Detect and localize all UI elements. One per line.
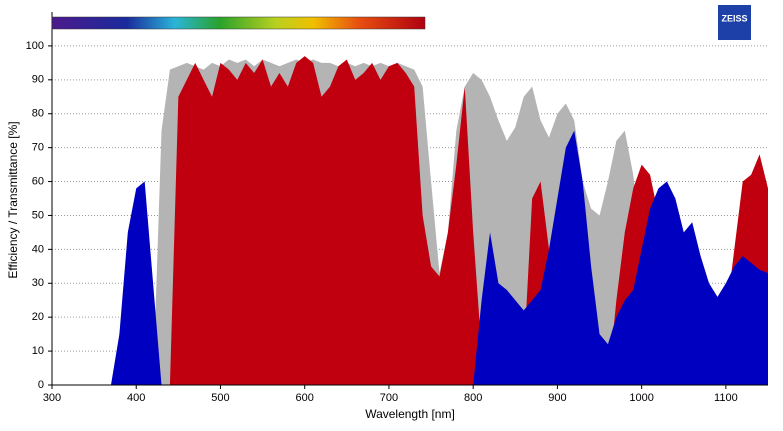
y-tick-label: 40 [32, 243, 44, 255]
x-tick-label: 400 [127, 392, 145, 404]
x-tick-label: 900 [548, 392, 566, 404]
y-tick-label: 20 [32, 311, 44, 323]
y-tick-label: 80 [32, 108, 44, 120]
x-tick-label: 500 [211, 392, 229, 404]
y-axis-label: Efficiency / Transmittance [%] [6, 121, 20, 278]
y-tick-label: 0 [38, 379, 44, 391]
x-tick-label: 800 [464, 392, 482, 404]
y-tick-label: 50 [32, 209, 44, 221]
plot-area: 0 10 20 30 40 50 60 70 80 90 100 300 400 500 600 700 800… [26, 12, 768, 404]
x-tick-label: 1100 [714, 392, 738, 404]
y-tick-label: 10 [32, 345, 44, 357]
spectrum-bar [51, 16, 426, 30]
y-tick-label: 60 [32, 175, 44, 187]
area [52, 130, 768, 385]
y-tick-label: 90 [32, 74, 44, 86]
x-tick-label: 700 [380, 392, 398, 404]
x-tick-label: 1000 [629, 392, 653, 404]
area [52, 56, 768, 385]
x-tick-label: 600 [296, 392, 314, 404]
x-tick-label: 300 [43, 392, 61, 404]
y-tick-label: 100 [26, 40, 44, 52]
y-tick-label: 70 [32, 142, 44, 154]
logo-box [718, 5, 751, 40]
x-axis-label: Wavelength [nm] [365, 407, 455, 421]
logo: ZEISS [721, 13, 747, 23]
y-tick-label: 30 [32, 277, 44, 289]
